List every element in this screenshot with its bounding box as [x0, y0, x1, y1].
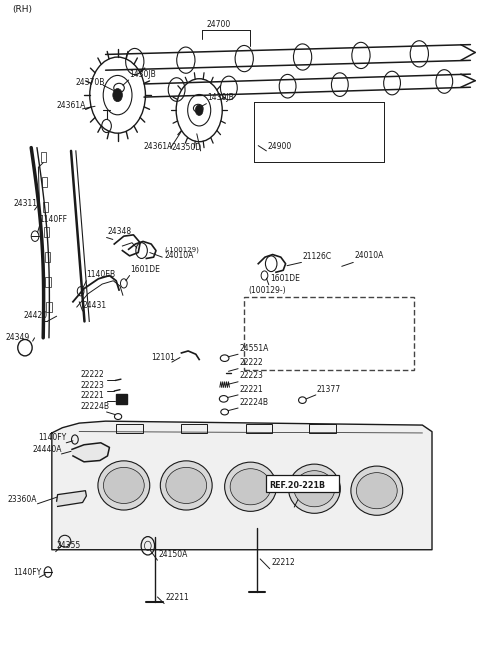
Ellipse shape [351, 466, 403, 516]
Text: 22222: 22222 [81, 370, 104, 379]
Bar [47, 302, 52, 312]
Text: 1140FY: 1140FY [13, 568, 42, 577]
Bar [44, 227, 49, 237]
Text: 23360A: 23360A [7, 495, 36, 504]
Bar [42, 176, 48, 187]
Text: (RH): (RH) [12, 5, 32, 14]
Circle shape [113, 89, 122, 102]
Text: 1140EB: 1140EB [86, 270, 116, 279]
Bar [46, 277, 51, 287]
Bar [116, 424, 143, 433]
Bar [116, 394, 127, 404]
Ellipse shape [230, 468, 271, 505]
FancyBboxPatch shape [266, 475, 339, 492]
Text: 24355: 24355 [57, 541, 81, 550]
Text: 24150A: 24150A [158, 550, 188, 559]
Text: 24350D: 24350D [172, 143, 202, 152]
Bar [45, 252, 50, 262]
Text: 22221: 22221 [81, 391, 104, 400]
Text: 12101: 12101 [151, 353, 175, 362]
Text: 1430JB: 1430JB [207, 93, 234, 102]
Text: 24361A: 24361A [143, 142, 172, 151]
Text: (-100129): (-100129) [164, 246, 199, 253]
Text: 22221: 22221 [239, 384, 263, 394]
Text: 22222: 22222 [239, 358, 263, 367]
Text: 24311: 24311 [13, 199, 37, 208]
Bar [181, 424, 207, 433]
Text: 24700: 24700 [206, 20, 231, 29]
Ellipse shape [98, 461, 150, 510]
Text: 21126C: 21126C [302, 252, 332, 261]
Text: REF.20-221B: REF.20-221B [269, 481, 325, 490]
Ellipse shape [356, 472, 397, 509]
Text: 24551A: 24551A [239, 344, 268, 353]
Ellipse shape [160, 461, 212, 510]
Text: 24348: 24348 [108, 227, 132, 236]
Text: 1601DE: 1601DE [131, 265, 160, 274]
Text: 22224B: 22224B [81, 401, 109, 411]
Text: (100129-): (100129-) [249, 286, 286, 295]
Polygon shape [72, 443, 109, 462]
Text: 21377: 21377 [317, 384, 341, 394]
Text: 22223: 22223 [239, 371, 263, 380]
Text: 24349: 24349 [6, 333, 30, 342]
Circle shape [195, 105, 203, 115]
Ellipse shape [288, 464, 340, 513]
Text: 24431: 24431 [83, 300, 107, 310]
Text: 1430JB: 1430JB [130, 70, 156, 79]
Text: 22211: 22211 [166, 593, 189, 602]
Ellipse shape [104, 467, 144, 504]
Text: 24010A: 24010A [164, 251, 193, 260]
Text: 1140FY: 1140FY [38, 433, 67, 442]
Polygon shape [52, 421, 432, 550]
Text: 24010A: 24010A [354, 251, 384, 260]
Text: 1140FF: 1140FF [39, 215, 67, 224]
Ellipse shape [294, 471, 335, 506]
Ellipse shape [225, 462, 276, 512]
Bar [43, 202, 48, 213]
Text: 24370B: 24370B [76, 77, 105, 87]
Ellipse shape [166, 467, 207, 504]
Text: 1601DE: 1601DE [270, 274, 300, 283]
Text: 22224B: 22224B [239, 398, 268, 407]
Bar [41, 152, 47, 162]
Text: 24440A: 24440A [33, 445, 62, 454]
Text: 22212: 22212 [271, 558, 295, 567]
Bar [309, 424, 336, 433]
Text: 22223: 22223 [81, 380, 105, 390]
Bar [246, 424, 272, 433]
Text: 24420: 24420 [23, 311, 47, 320]
Text: 24361A: 24361A [57, 101, 86, 110]
Polygon shape [57, 491, 86, 506]
Text: 24900: 24900 [268, 142, 292, 151]
